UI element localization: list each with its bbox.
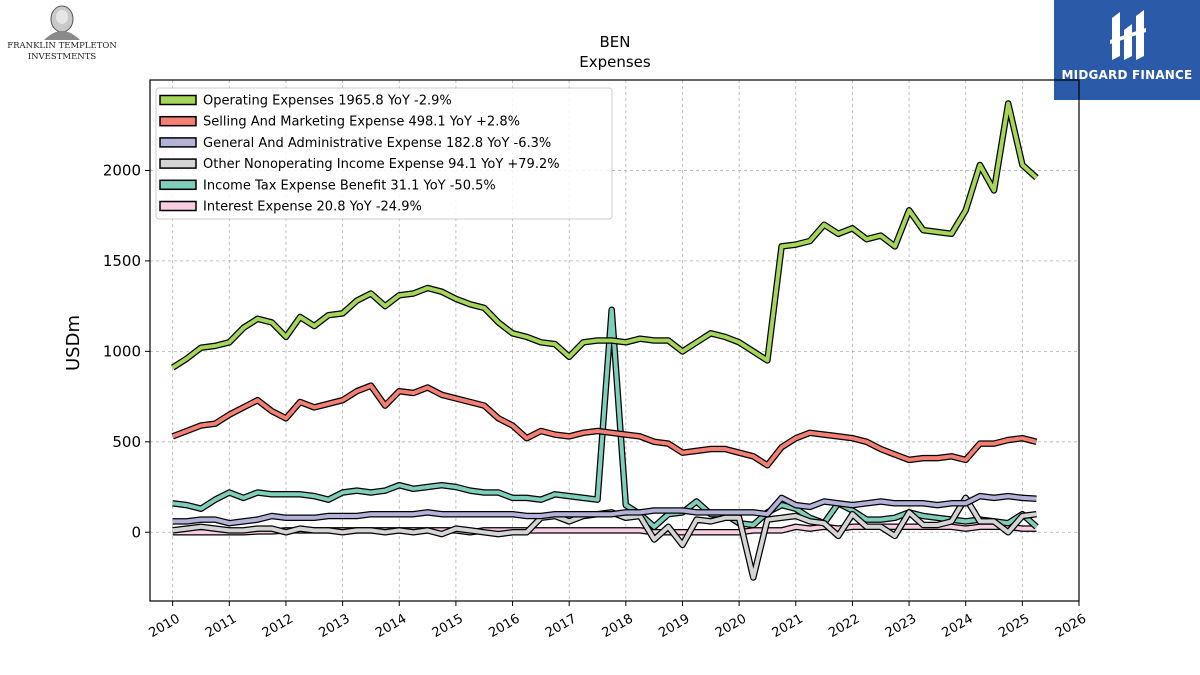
series-line-5 xyxy=(172,307,1038,529)
legend-swatch xyxy=(159,179,197,191)
x-tick-label: 2012 xyxy=(260,611,296,641)
y-tick-label: 500 xyxy=(112,433,141,451)
brand-left-line1: FRANKLIN TEMPLETON xyxy=(7,41,117,51)
legend-swatch xyxy=(159,200,197,212)
plot-frame xyxy=(149,79,1080,602)
x-tick-label: 2018 xyxy=(600,611,636,641)
midgard-mark-icon xyxy=(1110,10,1146,60)
y-tick-label: 0 xyxy=(131,523,141,541)
legend-entry-label: Operating Expenses 1965.8 YoY -2.9% xyxy=(203,94,452,109)
y-tick-label: 1000 xyxy=(103,342,141,360)
x-tick-label: 2017 xyxy=(543,611,579,641)
brand-left-line2: INVESTMENTS xyxy=(27,52,97,62)
x-tick-label: 2013 xyxy=(316,611,352,641)
x-tick-label: 2019 xyxy=(656,611,692,641)
x-tick-label: 2023 xyxy=(883,611,919,641)
legend-swatch xyxy=(159,115,197,127)
series-line-1 xyxy=(171,101,1038,370)
legend-entry-label: Income Tax Expense Benefit 31.1 YoY -50.… xyxy=(203,178,496,193)
x-tick-label: 2016 xyxy=(486,611,522,641)
chart-subtitle: Expenses xyxy=(579,53,651,71)
x-tick-label: 2025 xyxy=(996,611,1032,641)
series-line-2 xyxy=(171,383,1037,468)
x-tick-label: 2010 xyxy=(146,611,182,641)
midgard-finance-logo: MIDGARD FINANCE xyxy=(1054,0,1200,100)
legend-entry-label: Interest Expense 20.8 YoY -24.9% xyxy=(203,200,422,215)
x-tick-label: 2011 xyxy=(203,611,239,641)
series-lines xyxy=(170,100,1039,581)
x-tick-label: 2022 xyxy=(826,611,862,641)
legend-swatch xyxy=(159,137,197,148)
x-tick-label: 2020 xyxy=(713,611,749,641)
legend-entry-label: Other Nonoperating Income Expense 94.1 Y… xyxy=(203,157,560,172)
brand-right-name: MIDGARD FINANCE xyxy=(1061,68,1193,82)
x-tick-label: 2014 xyxy=(373,611,409,641)
franklin-portrait-icon xyxy=(44,5,80,40)
legend: Operating Expenses 1965.8 YoY -2.9% Selli… xyxy=(155,87,613,220)
x-tick-label: 2026 xyxy=(1053,611,1089,641)
legend-entry-label: Selling And Marketing Expense 498.1 YoY … xyxy=(203,115,520,130)
legend-box xyxy=(155,87,613,220)
x-tick-label: 2015 xyxy=(430,611,466,641)
franklin-templeton-logo: FRANKLIN TEMPLETON INVESTMENTS xyxy=(4,4,120,64)
legend-entry-label: General And Administrative Expense 182.8… xyxy=(203,136,551,151)
x-tick-label: 2021 xyxy=(770,611,806,641)
legend-swatch xyxy=(159,94,197,106)
y-tick-label: 1500 xyxy=(103,252,141,270)
y-axis-label: USDm xyxy=(63,315,84,371)
series-line-3 xyxy=(172,494,1037,526)
chart-title: BEN xyxy=(600,33,631,51)
legend-swatch xyxy=(159,158,197,169)
y-tick-label: 2000 xyxy=(103,161,141,179)
x-tick-label: 2024 xyxy=(940,611,976,641)
